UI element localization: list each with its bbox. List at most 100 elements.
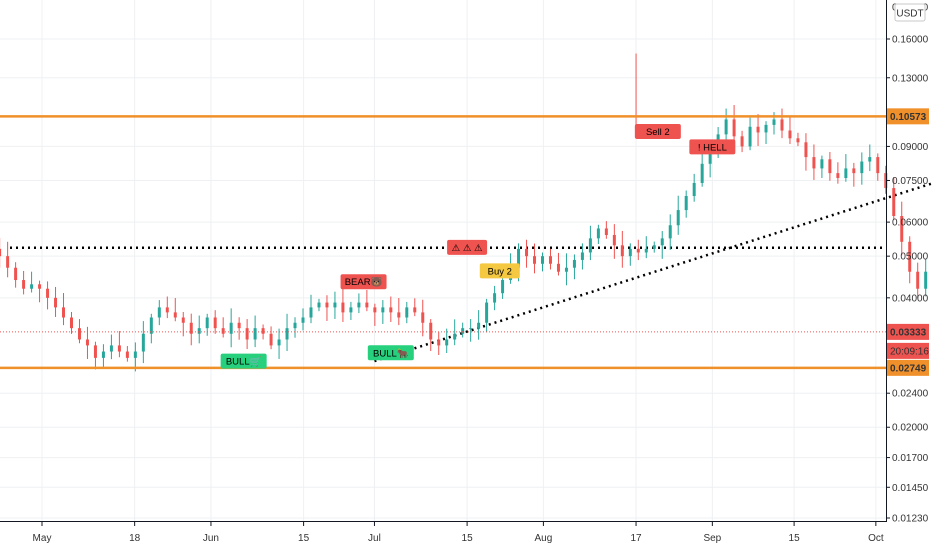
signal-text: Sell 2: [646, 127, 670, 138]
candle-body: [413, 307, 417, 313]
candle-body: [828, 159, 832, 174]
candle-body: [165, 307, 169, 313]
candle-body: [101, 351, 105, 358]
signal-text: BULL🐂: [373, 347, 409, 359]
y-tick-label: 0.01700: [892, 453, 929, 464]
candle-body: [644, 248, 648, 253]
candle-body: [373, 307, 377, 313]
candle-body: [676, 210, 680, 226]
candle-body: [317, 302, 321, 308]
candle-body: [237, 322, 241, 329]
candle-body: [77, 328, 81, 340]
candle-body: [85, 339, 89, 346]
x-tick-label: Sep: [703, 533, 721, 544]
candle-body: [421, 312, 425, 323]
candle-body: [453, 333, 457, 340]
candle-body: [804, 142, 808, 158]
candle-body: [924, 271, 928, 289]
signal-labels: BULL🛒 BEAR🐻 BULL🐂 Buy 2 Sell 2 ! HELL ⚠ ⚠ ⚠: [220, 123, 736, 369]
candle-body: [69, 317, 73, 329]
signal-text: BULL🛒: [226, 356, 262, 368]
candle-body: [261, 328, 265, 334]
candle-body: [588, 238, 592, 253]
candle-body: [485, 302, 489, 323]
candle-body: [181, 317, 185, 323]
candle-body: [692, 182, 696, 197]
candle-body: [580, 252, 584, 260]
candle-body: [54, 297, 58, 308]
x-tick-label: 15: [462, 533, 474, 544]
candle-body: [501, 280, 505, 294]
last-price-badge-box: [887, 323, 929, 340]
candle-body: [684, 196, 688, 211]
candle-body: [213, 317, 217, 329]
candle-body: [429, 322, 433, 340]
candle-body: [780, 119, 784, 131]
signal-label-bull: BULL🛒: [220, 353, 267, 369]
signal-box: [220, 353, 267, 369]
candle-body: [740, 136, 744, 147]
candle-body: [812, 157, 816, 169]
signal-text: ⚠ ⚠ ⚠: [452, 243, 483, 254]
candle-body: [548, 256, 552, 264]
candle-body: [93, 345, 97, 358]
candle-body: [445, 339, 449, 346]
signal-box: [447, 239, 488, 255]
candle-body: [0, 248, 2, 257]
x-tick-label: May: [33, 533, 52, 544]
candle-body: [38, 284, 42, 289]
candle-body: [596, 228, 600, 239]
candle-body: [517, 248, 521, 268]
support-badge-label: 0.02749: [890, 363, 927, 374]
y-axis-badges: 0.10573 0.03333 20:09:16 0.02749: [887, 108, 929, 376]
candle-body: [493, 293, 497, 303]
y-tick-label: 0.05000: [892, 252, 929, 263]
signal-label-bear: BEAR🐻: [340, 274, 387, 290]
candle-body: [293, 322, 297, 329]
candle-body: [173, 312, 177, 318]
candle-body: [636, 248, 640, 253]
candle-body: [109, 345, 113, 352]
candle-body: [397, 312, 401, 318]
candle-body: [349, 307, 353, 313]
candle-body: [381, 307, 385, 313]
candle-body: [604, 228, 608, 236]
candle-body: [844, 168, 848, 178]
candle-body: [884, 173, 888, 189]
candle-body: [309, 307, 313, 318]
candle-body: [668, 225, 672, 239]
candle-body: [62, 307, 66, 318]
candle-body: [892, 188, 896, 217]
y-tick-label: 0.06000: [892, 218, 929, 229]
candle-body: [764, 124, 768, 133]
x-tick-label: 15: [789, 533, 801, 544]
y-tick-label: 0.16000: [892, 35, 929, 46]
candle-body: [732, 119, 736, 137]
y-tick-label: 0.01230: [892, 514, 929, 525]
candle-body: [253, 328, 257, 340]
candle-body: [22, 280, 26, 289]
candle-body: [796, 138, 800, 143]
candle-body: [572, 259, 576, 268]
candle-body: [700, 163, 704, 183]
candle-body: [325, 302, 329, 308]
x-tick-label: 15: [298, 533, 310, 544]
candle-body: [205, 317, 209, 329]
y-tick-label: 0.09000: [892, 142, 929, 153]
currency-label[interactable]: USDT: [896, 9, 923, 20]
candle-body: [141, 333, 145, 352]
countdown-box: [887, 342, 929, 359]
candle-body: [908, 241, 912, 272]
x-axis-ticks: May18Jun15Jul15Aug17Sep15Oct15Nov: [33, 521, 884, 544]
candle-body: [772, 119, 776, 125]
candle-body: [564, 267, 568, 272]
signal-text: ! HELL: [698, 142, 727, 153]
candle-body: [541, 256, 545, 264]
candle-body: [836, 173, 840, 178]
candle-body: [461, 328, 465, 334]
candle-body: [301, 317, 305, 323]
y-tick-label: 0.01450: [892, 483, 929, 494]
candle-body: [46, 288, 50, 298]
currency-label-box[interactable]: [894, 3, 926, 22]
